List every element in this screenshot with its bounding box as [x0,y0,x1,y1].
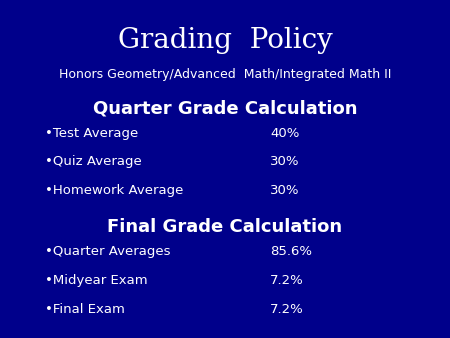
Text: •Final Exam: •Final Exam [45,303,125,315]
Text: Final Grade Calculation: Final Grade Calculation [108,218,342,236]
Text: •Quiz Average: •Quiz Average [45,155,142,168]
Text: Honors Geometry/Advanced  Math/Integrated Math II: Honors Geometry/Advanced Math/Integrated… [59,68,391,80]
Text: 30%: 30% [270,184,300,197]
Text: •Homework Average: •Homework Average [45,184,184,197]
Text: 30%: 30% [270,155,300,168]
Text: 7.2%: 7.2% [270,274,304,287]
Text: •Midyear Exam: •Midyear Exam [45,274,148,287]
Text: 40%: 40% [270,127,299,140]
Text: 7.2%: 7.2% [270,303,304,315]
Text: Quarter Grade Calculation: Quarter Grade Calculation [93,100,357,118]
Text: •Test Average: •Test Average [45,127,138,140]
Text: 85.6%: 85.6% [270,245,312,258]
Text: •Quarter Averages: •Quarter Averages [45,245,171,258]
Text: Grading  Policy: Grading Policy [117,27,333,54]
